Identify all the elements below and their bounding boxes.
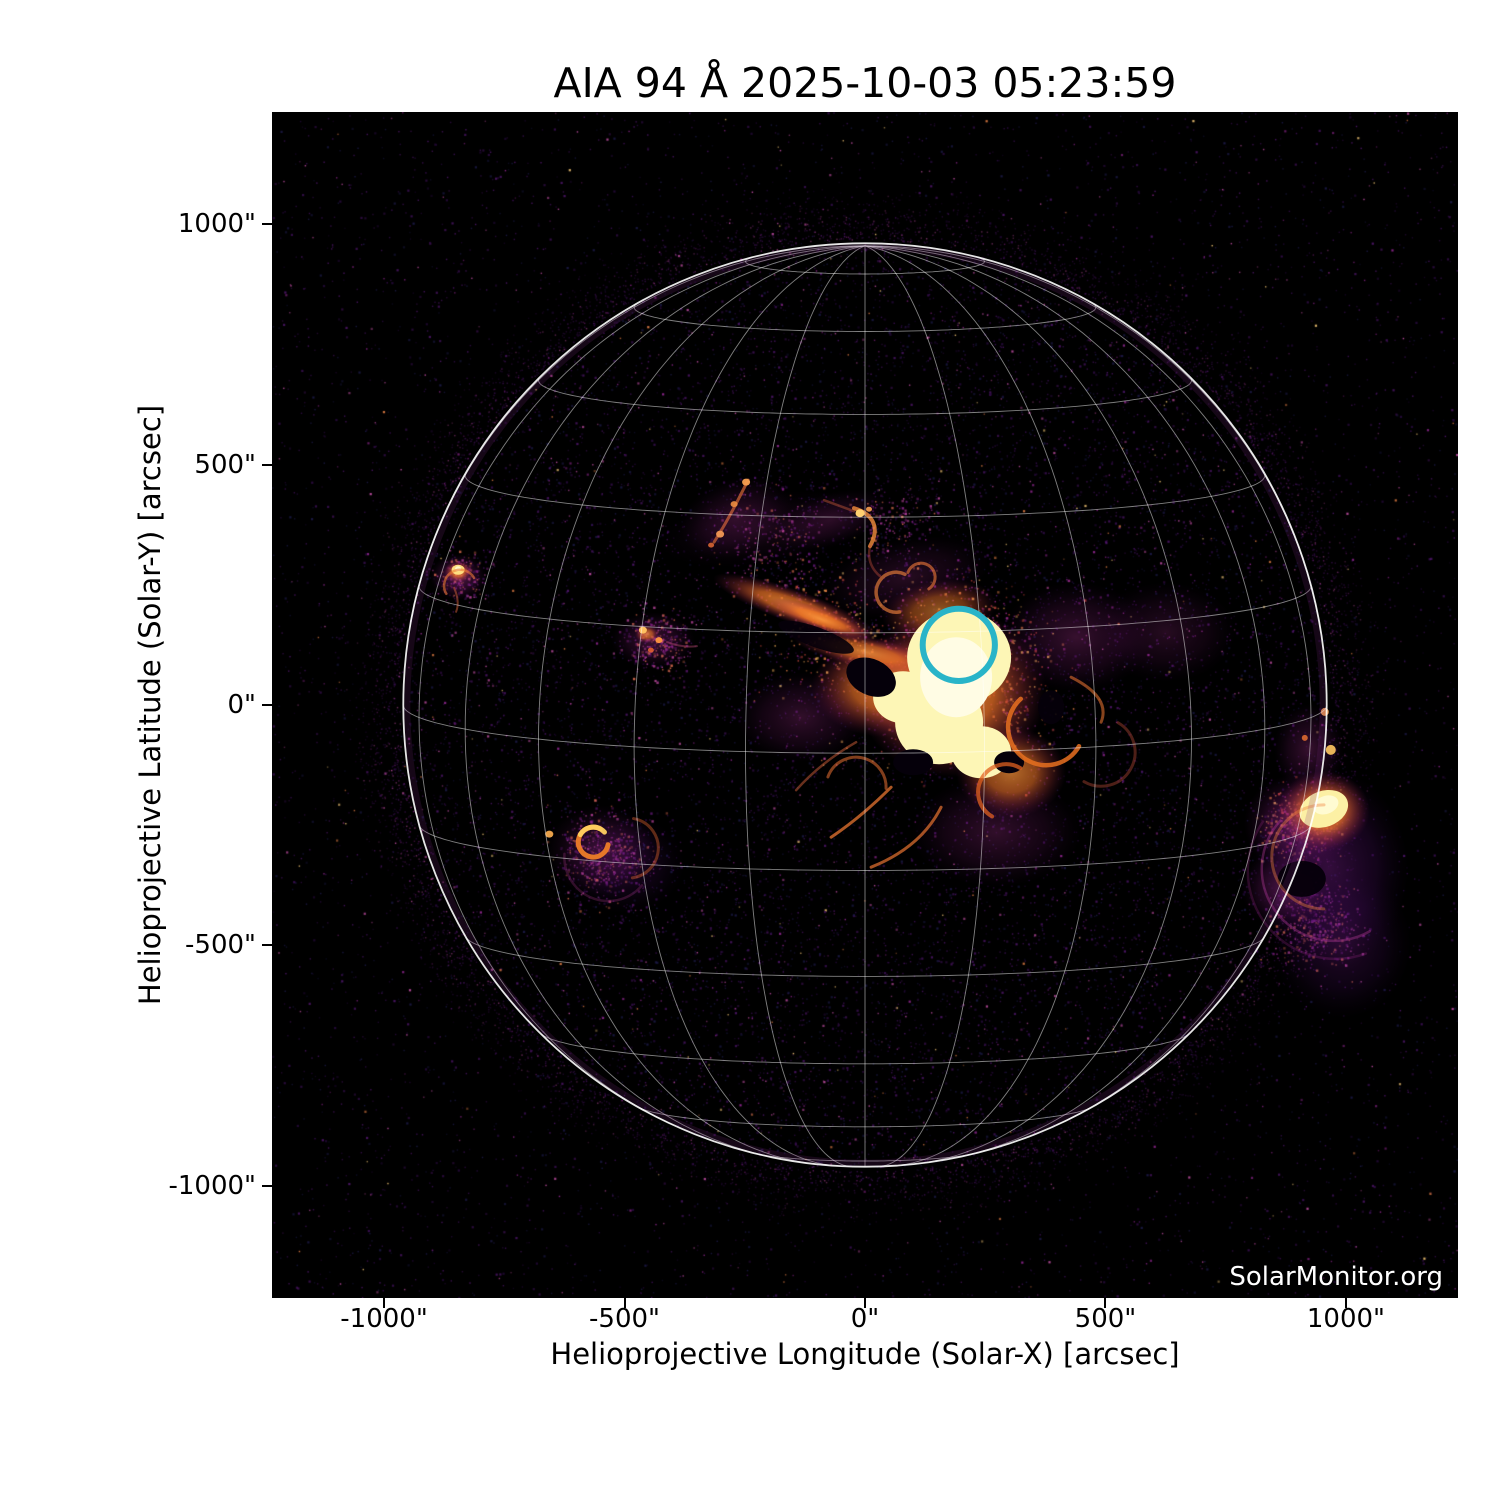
y-tick-label: -500" [185,930,256,961]
solar-image-plot: SolarMonitor.org [272,112,1458,1298]
active-region-north-curl [656,489,892,578]
y-tick-label: 0" [227,690,256,720]
y-tick-mark [262,223,272,226]
y-tick-mark [262,944,272,947]
x-tick-label: -1000" [340,1304,428,1334]
active-region-central-bright-complex [713,536,1237,888]
active-region-east-central-cluster [610,612,698,669]
y-tick-mark [262,704,272,706]
x-tick-label: -500" [589,1304,660,1334]
watermark: SolarMonitor.org [1229,1262,1443,1292]
graticule [403,245,1327,1167]
x-tick-label: 500" [1074,1304,1137,1334]
x-tick-label: 0" [850,1304,880,1334]
x-tick-label: 1000" [1306,1304,1385,1334]
flare-marker-circle [919,605,998,685]
active-regions [430,476,1426,1019]
x-tick-mark [1344,1298,1347,1308]
limb-inner-glow [404,244,1326,1166]
x-axis-label: Helioprojective Longitude (Solar-X) [arc… [550,1337,1180,1371]
y-tick-label: -1000" [168,1170,256,1201]
x-tick-mark [864,1298,866,1308]
chart-title: AIA 94 Å 2025-10-03 05:23:59 [553,59,1177,107]
x-tick-mark [1104,1298,1107,1308]
x-tick-mark [383,1298,386,1308]
solar-disk-graphic [402,242,1426,1168]
y-tick-label: 500" [194,449,256,480]
x-tick-mark [623,1298,626,1308]
y-tick-mark [262,463,272,466]
solar-limb [402,242,1328,1168]
y-tick-label: 1000" [177,209,256,240]
active-region-southeast-ring-region [545,805,686,915]
active-region-west-limb-region [1240,703,1426,1019]
y-tick-mark [262,1184,272,1187]
